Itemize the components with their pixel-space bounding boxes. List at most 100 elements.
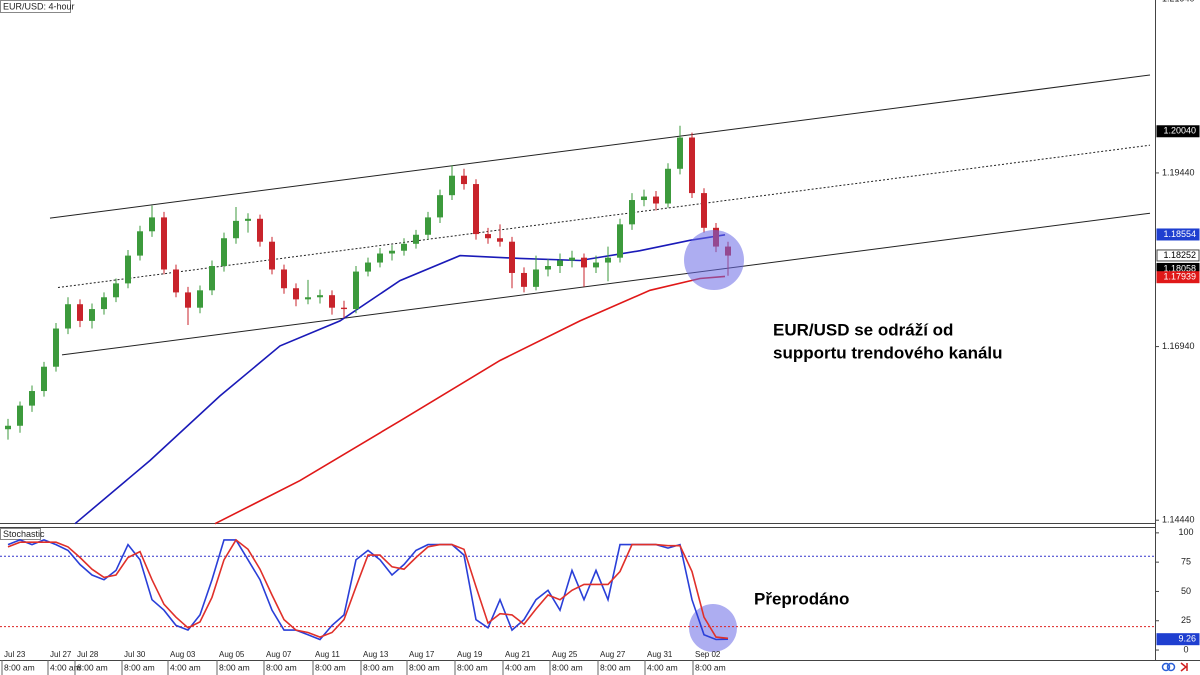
candle-body bbox=[197, 290, 203, 308]
title-box bbox=[0, 0, 71, 13]
candle-body bbox=[449, 175, 455, 196]
x-tick-sublabel: 8:00 am bbox=[695, 662, 726, 672]
x-tick-sublabel: 8:00 am bbox=[266, 662, 297, 672]
candle-body bbox=[473, 184, 479, 235]
annotation: Přeprodáno bbox=[754, 589, 849, 608]
toolbar-icons[interactable] bbox=[1161, 662, 1188, 672]
stochastic-line bbox=[7, 538, 729, 640]
x-tick-label: Aug 21 bbox=[505, 650, 531, 659]
candle-body bbox=[17, 405, 23, 426]
candle-body bbox=[569, 257, 575, 261]
x-tick-label: Aug 27 bbox=[600, 650, 626, 659]
indicator-title: Stochastic bbox=[3, 529, 45, 539]
candle-body bbox=[545, 266, 551, 270]
x-tick-sublabel: 8:00 am bbox=[552, 662, 583, 672]
candle-body bbox=[149, 217, 155, 232]
candle-body bbox=[509, 241, 515, 273]
x-tick-sublabel: 8:00 am bbox=[409, 662, 440, 672]
candle-body bbox=[629, 200, 635, 225]
x-tick-sublabel: 8:00 am bbox=[77, 662, 108, 672]
link-icon[interactable] bbox=[1161, 662, 1171, 672]
candle-body bbox=[125, 255, 131, 284]
candle-body bbox=[413, 234, 419, 244]
x-tick-sublabel: 4:00 am bbox=[505, 662, 536, 672]
x-tick-label: Jul 27 bbox=[50, 650, 72, 659]
x-tick-label: Aug 19 bbox=[457, 650, 483, 659]
x-tick-label: Aug 17 bbox=[409, 650, 435, 659]
candle-body bbox=[461, 175, 467, 185]
y-tick-label: 25 bbox=[1181, 615, 1191, 625]
candle-body bbox=[245, 218, 251, 221]
x-tick-sublabel: 8:00 am bbox=[363, 662, 394, 672]
candle-body bbox=[137, 231, 143, 256]
candle-body bbox=[677, 137, 683, 169]
x-tick-label: Jul 30 bbox=[124, 650, 146, 659]
moving-average bbox=[214, 275, 726, 525]
x-tick-sublabel: 4:00 am bbox=[170, 662, 201, 672]
price-marker-label: 1.18058 bbox=[1163, 263, 1196, 273]
candle-body bbox=[365, 262, 371, 272]
candle-body bbox=[209, 266, 215, 291]
price-marker bbox=[1156, 125, 1200, 138]
highlight-circle bbox=[684, 230, 744, 290]
candle-body bbox=[521, 272, 527, 287]
annotation: supportu trendového kanálu bbox=[773, 343, 1003, 362]
x-tick-label: Aug 25 bbox=[552, 650, 578, 659]
stochastic-line bbox=[7, 539, 729, 641]
price-marker-label: 1.18554 bbox=[1163, 229, 1196, 239]
candle-body bbox=[641, 196, 647, 201]
x-tick-sublabel: 4:00 am bbox=[647, 662, 678, 672]
price-marker bbox=[1156, 271, 1200, 284]
candle-body bbox=[161, 217, 167, 270]
price-marker bbox=[1156, 228, 1200, 241]
candle-body bbox=[665, 168, 671, 204]
candle-body bbox=[89, 309, 95, 321]
x-tick-label: Sep 02 bbox=[695, 650, 721, 659]
candle-body bbox=[317, 295, 323, 298]
y-tick-label: 75 bbox=[1181, 557, 1191, 567]
candle-body bbox=[497, 238, 503, 242]
candle-body bbox=[173, 269, 179, 293]
candle-body bbox=[65, 304, 71, 329]
candle-body bbox=[305, 297, 311, 300]
candle-body bbox=[353, 271, 359, 310]
scroll-icon[interactable] bbox=[1180, 662, 1188, 672]
annotation: EUR/USD se odráží od bbox=[773, 320, 953, 339]
candle-body bbox=[485, 234, 491, 239]
candle-body bbox=[113, 283, 119, 298]
link-icon[interactable] bbox=[1166, 662, 1176, 672]
candle-body bbox=[533, 269, 539, 287]
candle-body bbox=[605, 257, 611, 263]
y-tick-label: 1.16940 bbox=[1162, 341, 1195, 351]
candle-body bbox=[185, 292, 191, 308]
candle-body bbox=[221, 238, 227, 267]
trend-line bbox=[61, 212, 1151, 356]
candle-body bbox=[425, 217, 431, 235]
x-tick-sublabel: 8:00 am bbox=[219, 662, 250, 672]
candle-body bbox=[41, 366, 47, 392]
x-tick-sublabel: 8:00 am bbox=[457, 662, 488, 672]
candle-body bbox=[557, 260, 563, 267]
price-marker-label: 9.26 bbox=[1178, 634, 1196, 644]
candle-body bbox=[5, 425, 11, 430]
x-tick-sublabel: 8:00 am bbox=[4, 662, 35, 672]
candle-body bbox=[77, 304, 83, 321]
candle-body bbox=[437, 195, 443, 218]
y-tick-label: 100 bbox=[1178, 527, 1193, 537]
candle-body bbox=[377, 253, 383, 263]
price-marker bbox=[1156, 249, 1200, 262]
moving-average bbox=[74, 234, 726, 525]
y-tick-label: 0 bbox=[1183, 644, 1188, 654]
x-tick-label: Aug 03 bbox=[170, 650, 196, 659]
candle-body bbox=[233, 220, 239, 239]
candle-body bbox=[401, 243, 407, 251]
trend-line bbox=[49, 74, 1151, 219]
x-tick-sublabel: 8:00 am bbox=[124, 662, 155, 672]
price-marker-label: 1.18252 bbox=[1163, 250, 1196, 260]
candle-body bbox=[617, 224, 623, 258]
candle-body bbox=[53, 328, 59, 367]
x-tick-sublabel: 4:00 am bbox=[50, 662, 81, 672]
candle-body bbox=[269, 241, 275, 270]
